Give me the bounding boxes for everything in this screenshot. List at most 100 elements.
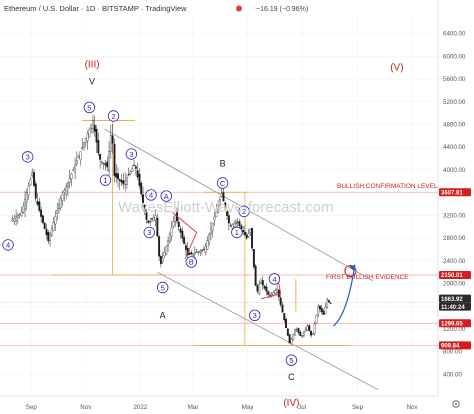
- price-tags: 3607.81 2150.01 1663.92 11:40:24 1299.65 909.…: [439, 188, 471, 350]
- wave-circle-icon: [185, 256, 197, 268]
- candle-body: [104, 163, 107, 166]
- candle-body: [236, 221, 239, 223]
- price-tag-bg: [439, 302, 471, 311]
- candle-body: [20, 212, 23, 216]
- candle-body: [43, 222, 46, 229]
- candle-body: [88, 129, 91, 138]
- candle-body: [233, 222, 236, 228]
- candle-body: [299, 332, 302, 337]
- candle-body: [285, 318, 287, 328]
- candle-body: [152, 217, 155, 222]
- candle-body: [38, 201, 41, 211]
- candle-body: [181, 230, 184, 239]
- candle-body: [147, 220, 150, 224]
- candle-body: [129, 171, 132, 174]
- candle-body: [27, 185, 30, 196]
- candle-body: [329, 302, 332, 304]
- candle-body: [133, 164, 136, 166]
- candle-body: [124, 180, 127, 185]
- wave-label-circle: 4: [268, 273, 281, 285]
- candle-body: [213, 217, 216, 221]
- candle-body: [172, 221, 175, 227]
- price-tag: 1663.92: [439, 294, 471, 303]
- candle-body: [272, 292, 275, 296]
- candle-body: [163, 252, 166, 256]
- candle-body: [242, 229, 245, 233]
- candle-body: [68, 178, 71, 183]
- candle-body: [277, 289, 280, 298]
- wave-label-circle: 4: [2, 239, 14, 251]
- candle-body: [136, 170, 139, 178]
- candle-body: [40, 209, 43, 217]
- wave-label-circle: 3: [125, 148, 138, 160]
- candle-body: [31, 172, 34, 176]
- candle-body: [235, 221, 237, 224]
- triangle-patterns: [172, 212, 282, 300]
- candle-body: [301, 335, 304, 337]
- x-tick-label: Mar: [188, 404, 199, 411]
- settings-icon[interactable]: [452, 400, 460, 408]
- candle-body: [302, 332, 305, 336]
- wave-circle-icon: [216, 177, 229, 189]
- price-tag: 1299.65: [439, 319, 471, 327]
- candle-body: [25, 192, 28, 203]
- candle-body: [125, 177, 128, 185]
- wave-label-text: 4: [272, 275, 276, 284]
- candle-body: [143, 205, 146, 212]
- wave-label-circle: 5: [83, 101, 96, 114]
- candle-body: [286, 328, 289, 336]
- price-tag-text: 3607.81: [441, 190, 463, 196]
- grid: [0, 16, 438, 396]
- wave-label-circle: 2: [107, 110, 120, 122]
- wave-label-circle: 2: [238, 205, 250, 218]
- candle-body: [322, 311, 325, 315]
- candle-body: [50, 228, 53, 236]
- wave-label-text: 2: [242, 207, 246, 216]
- candle-body: [327, 300, 330, 303]
- candle-body: [304, 329, 307, 332]
- candle-body: [317, 306, 320, 315]
- candle-body: [199, 250, 202, 253]
- wave-label-text: A: [164, 192, 169, 201]
- wave-label-circle: 3: [22, 151, 34, 163]
- fib-guides: [52, 120, 351, 346]
- candle-body: [297, 328, 300, 333]
- wave-label-text: 4: [6, 241, 10, 250]
- price-tag-bg: [439, 319, 471, 328]
- candle-body: [72, 169, 75, 172]
- wave-circle-icon: [268, 273, 281, 285]
- candles: [11, 114, 332, 346]
- candle-body: [229, 225, 232, 227]
- chart-header: Ethereum / U.S. Dollar · 1D · BITSTAMP ·…: [4, 4, 308, 13]
- y-axis: 6400.00 6000.00 5600.00 5200.00 4800.00 4400.…: [437, 0, 466, 396]
- wave-label-circle: B: [185, 256, 197, 268]
- wave-circle-icon: [156, 281, 169, 294]
- chart-title: Ethereum / U.S. Dollar · 1D · BITSTAMP ·…: [4, 4, 187, 13]
- candle-body: [281, 304, 284, 313]
- candle-body: [47, 232, 50, 242]
- y-tick-label: 1200.00: [443, 326, 466, 333]
- price-tag-text: 1663.92: [441, 297, 463, 303]
- wave-label-major: (III): [85, 60, 100, 71]
- wave-label-circle: C: [216, 177, 229, 189]
- candle-body: [292, 334, 295, 340]
- candle-body: [66, 182, 69, 188]
- candle-body: [63, 190, 66, 193]
- candle-body: [138, 173, 141, 186]
- channel-upper: [104, 128, 373, 281]
- candle-body: [100, 161, 103, 164]
- candle-body: [120, 180, 123, 183]
- wave-circle-icon: [238, 205, 250, 218]
- y-tick-label: 4800.00: [443, 121, 466, 128]
- candle-body: [49, 234, 52, 242]
- candle-body: [319, 305, 321, 310]
- candle-body: [179, 228, 182, 233]
- candle-body: [270, 293, 273, 296]
- wave-circle-icon: [231, 226, 243, 239]
- candle-body: [288, 334, 291, 344]
- candle-body: [16, 215, 19, 218]
- wave-label-circle: 5: [156, 281, 169, 294]
- y-tick-label: 3200.00: [443, 212, 466, 219]
